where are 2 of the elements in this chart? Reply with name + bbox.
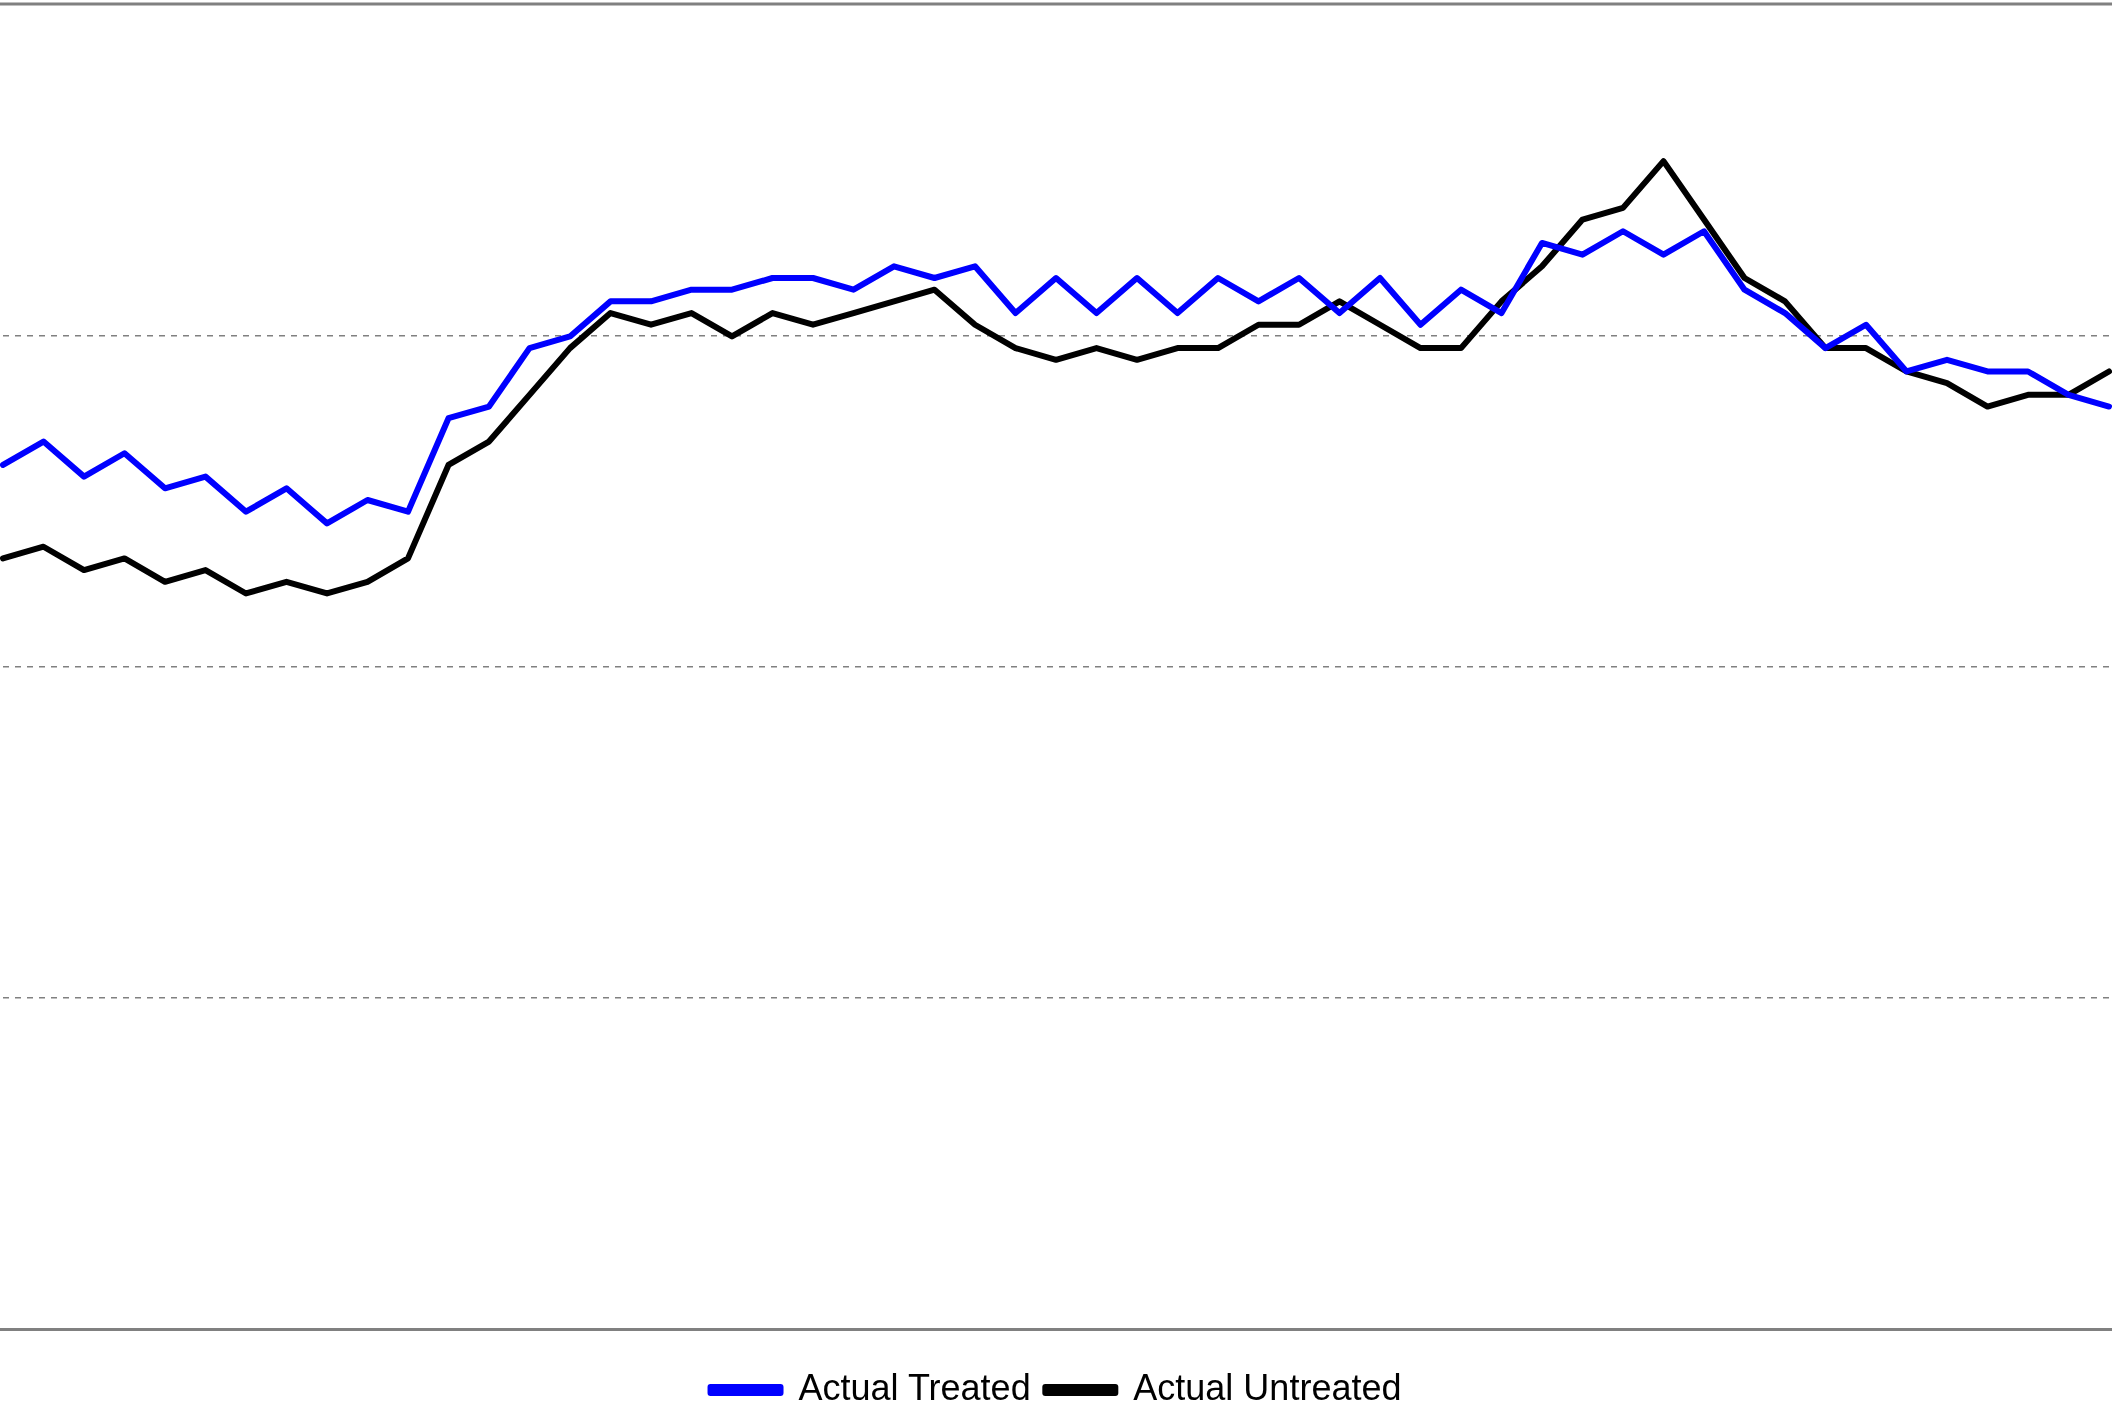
legend-label: Actual Treated bbox=[798, 1366, 1031, 1408]
legend-label: Actual Untreated bbox=[1133, 1366, 1402, 1408]
